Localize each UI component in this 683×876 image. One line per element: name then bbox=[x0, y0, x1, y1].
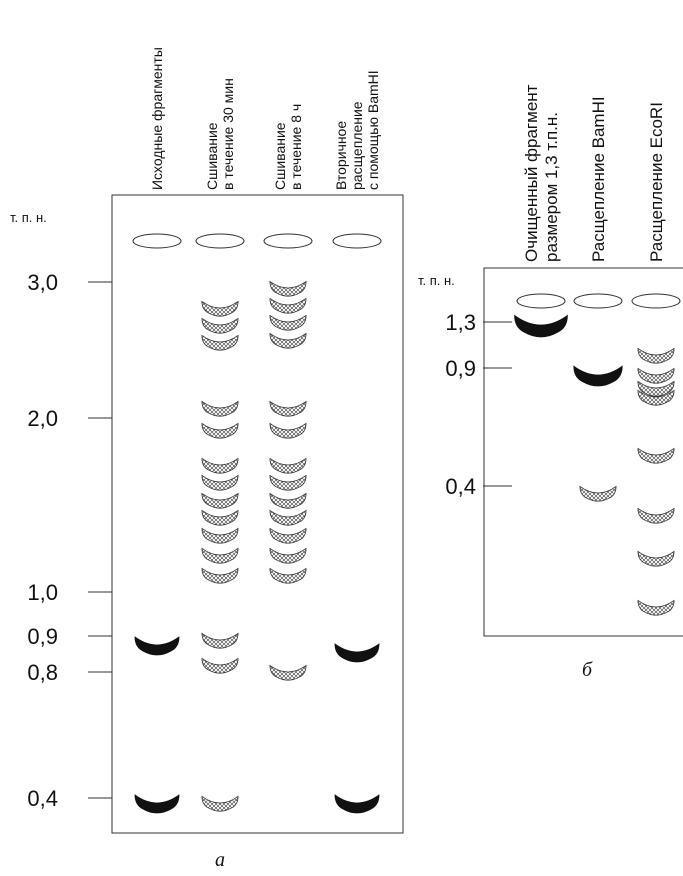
band-hatched bbox=[638, 348, 674, 363]
band-solid bbox=[135, 637, 179, 655]
band-hatched bbox=[638, 508, 674, 523]
band-hatched bbox=[202, 401, 238, 416]
caption: б bbox=[582, 659, 593, 681]
tick-label: 0,4 bbox=[445, 474, 476, 499]
band-hatched bbox=[202, 301, 238, 316]
lane-label: расщепление bbox=[349, 101, 365, 190]
band-hatched bbox=[638, 448, 674, 463]
tick-label: 0,9 bbox=[27, 624, 58, 649]
band-hatched bbox=[202, 493, 238, 508]
unit-label: т. п. н. bbox=[10, 210, 47, 225]
band-hatched bbox=[270, 298, 306, 313]
band-hatched bbox=[202, 318, 238, 333]
band-solid bbox=[135, 795, 179, 813]
band-hatched bbox=[270, 665, 306, 680]
band-solid bbox=[335, 795, 379, 813]
band-hatched bbox=[270, 548, 306, 563]
diagram: Исходные фрагментыСшиваниев течение 30 м… bbox=[0, 0, 683, 876]
lane-label: Исходные фрагменты bbox=[149, 47, 165, 190]
band-hatched bbox=[270, 333, 306, 348]
band-hatched bbox=[270, 568, 306, 583]
gel-b bbox=[484, 268, 683, 636]
tick-label: 0,9 bbox=[445, 356, 476, 381]
band-hatched bbox=[202, 423, 238, 438]
well bbox=[517, 294, 565, 308]
band-hatched bbox=[202, 568, 238, 583]
band-hatched bbox=[580, 486, 616, 501]
band-hatched bbox=[202, 658, 238, 673]
band-hatched bbox=[638, 551, 674, 566]
lane-label: в течение 30 мин bbox=[220, 78, 236, 190]
unit-label: т. п. н. bbox=[418, 273, 455, 288]
well bbox=[264, 234, 312, 248]
lane-label: Расщепление EcoRI bbox=[647, 102, 666, 262]
well bbox=[133, 234, 181, 248]
band-hatched bbox=[270, 401, 306, 416]
band-hatched bbox=[202, 528, 238, 543]
band-hatched bbox=[202, 510, 238, 525]
band-hatched bbox=[202, 548, 238, 563]
band-hatched bbox=[270, 528, 306, 543]
tick-label: 2,0 bbox=[27, 406, 58, 431]
band-hatched bbox=[202, 335, 238, 350]
tick-label: 0,4 bbox=[27, 786, 58, 811]
well bbox=[333, 234, 381, 248]
tick-label: 3,0 bbox=[27, 270, 58, 295]
well bbox=[632, 294, 680, 308]
band-solid bbox=[574, 366, 622, 386]
well bbox=[196, 234, 244, 248]
band-hatched bbox=[202, 796, 238, 811]
lane-label: с помощью BamHI bbox=[365, 70, 381, 190]
band-hatched bbox=[270, 493, 306, 508]
band-hatched bbox=[202, 458, 238, 473]
band-hatched bbox=[202, 633, 238, 648]
lane-label: Расщепление BamHI bbox=[589, 96, 608, 262]
lane-label: Сшивание bbox=[204, 122, 220, 190]
lane-label: размером 1,3 т.п.н. bbox=[542, 112, 561, 262]
band-hatched bbox=[270, 510, 306, 525]
band-hatched bbox=[270, 315, 306, 330]
band-hatched bbox=[202, 475, 238, 490]
band-hatched bbox=[638, 368, 674, 383]
lane-label: Вторичное bbox=[333, 121, 349, 190]
lane-label: Сшивание bbox=[272, 122, 288, 190]
tick-label: 1,0 bbox=[27, 580, 58, 605]
band-hatched bbox=[270, 423, 306, 438]
band-solid bbox=[335, 644, 379, 662]
band-hatched bbox=[270, 281, 306, 296]
tick-label: 0,8 bbox=[27, 660, 58, 685]
well bbox=[574, 294, 622, 308]
band-hatched bbox=[638, 600, 674, 615]
band-solid bbox=[515, 315, 568, 337]
gel-a bbox=[112, 195, 403, 833]
band-hatched bbox=[270, 475, 306, 490]
caption: а bbox=[215, 849, 225, 871]
tick-label: 1,3 bbox=[445, 310, 476, 335]
lane-label: в течение 8 ч bbox=[288, 104, 304, 190]
band-hatched bbox=[270, 458, 306, 473]
lane-label: Очищенный фрагмент bbox=[522, 84, 541, 262]
